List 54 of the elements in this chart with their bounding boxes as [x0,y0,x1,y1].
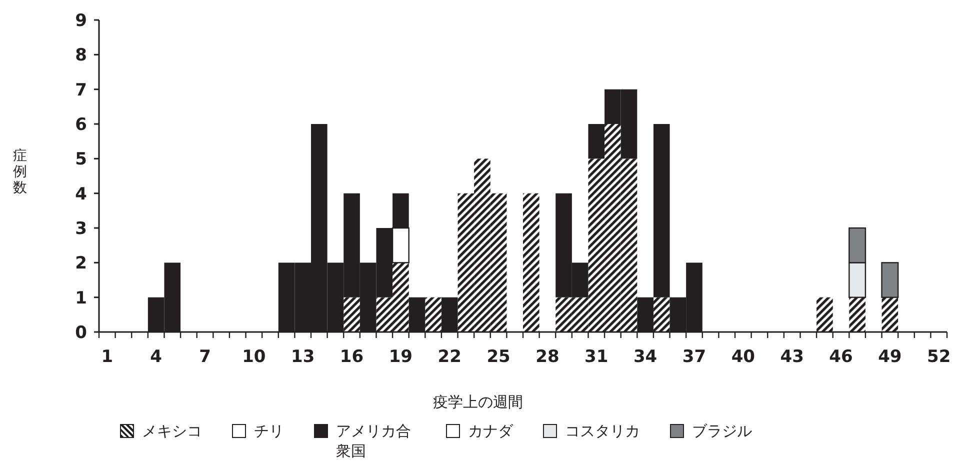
x-tick-label: 4 [150,347,162,367]
bar [588,124,605,159]
bar [458,193,474,332]
bar [653,124,670,298]
x-tick-label: 49 [878,347,902,367]
y-tick-label: 8 [75,46,87,66]
y-tick-label: 7 [75,80,87,100]
y-tick-label: 1 [75,288,87,308]
x-tick-label: 13 [291,347,315,367]
y-tick-label: 0 [75,323,88,343]
x-tick-label: 19 [388,347,413,367]
y-tick-label: 6 [75,115,87,135]
bar [881,262,899,298]
legend-label: ブラジル [692,421,752,441]
bar [604,124,621,332]
x-tick-label: 1 [101,347,114,367]
bar [344,297,360,332]
x-tick-label: 7 [199,347,211,367]
legend-label: アメリカ合衆国 [336,421,412,461]
y-tick-label: 5 [75,150,87,170]
bar [474,158,490,332]
x-tick-label: 28 [536,347,560,367]
x-tick-label: 10 [242,347,266,367]
y-axis-title: 症例数 [13,148,27,196]
y-tick-label: 9 [75,11,87,31]
y-tick-label: 3 [75,219,87,239]
x-tick-label: 34 [633,347,658,367]
bar [523,193,540,332]
bar [490,193,507,332]
bar [376,297,393,332]
bar [556,297,572,332]
bar [653,297,670,332]
legend-label: コスタリカ [565,421,640,441]
bar [572,297,588,332]
x-axis-title: 疫学上の週間 [433,393,523,411]
x-tick-label: 37 [682,347,706,367]
legend-label: メキシコ [142,421,202,441]
bar [882,297,898,332]
bar [425,297,442,332]
x-tick-label: 52 [927,347,951,367]
x-tick-label: 25 [486,347,510,367]
bar [620,158,638,332]
y-tick-label: 2 [75,254,87,274]
bar [588,158,605,332]
x-tick-label: 16 [340,347,364,367]
bar [816,297,833,332]
x-tick-label: 31 [584,347,608,367]
legend-label: チリ [254,421,284,441]
x-tick-label: 43 [780,347,804,367]
y-tick-label: 4 [75,184,88,204]
x-tick-label: 22 [438,347,462,367]
x-tick-label: 40 [731,347,756,367]
legend-label: カナダ [468,421,513,441]
x-tick-label: 46 [829,347,853,367]
